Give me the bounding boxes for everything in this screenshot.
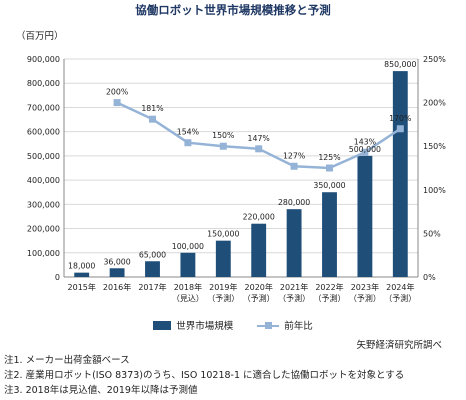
- bar-data-label: 350,000: [313, 181, 345, 190]
- x-tick-label: 2023年: [351, 282, 379, 292]
- x-tick-label: （予測）: [349, 293, 381, 303]
- bar-data-label: 220,000: [243, 213, 275, 222]
- bar: [357, 155, 373, 277]
- bar: [286, 209, 302, 277]
- y-left-tick-label: 100,000: [27, 249, 60, 258]
- y-right-tick-label: 100%: [423, 186, 446, 195]
- yoy-point: [149, 115, 156, 123]
- y-left-tick-label: 600,000: [27, 128, 60, 137]
- yoy-data-label: 200%: [106, 88, 128, 97]
- y-right-tick-label: 250%: [423, 55, 446, 64]
- bar: [392, 71, 408, 277]
- yoy-point: [361, 148, 369, 156]
- yoy-point: [326, 164, 333, 172]
- yoy-point: [255, 145, 263, 153]
- y-left-tick-label: 0: [55, 273, 60, 282]
- note-1: 注1. メーカー出荷金額ベース: [4, 355, 130, 366]
- bar: [215, 240, 231, 277]
- bar-data-label: 500,000: [349, 145, 381, 154]
- bar-data-label: 36,000: [103, 257, 130, 266]
- yoy-point: [113, 99, 121, 107]
- x-tick-label: （予測）: [384, 293, 416, 303]
- x-tick-label: 2017年: [138, 282, 166, 292]
- bar-data-label: 150,000: [207, 230, 239, 239]
- yoy-data-label: 143%: [354, 137, 376, 146]
- yoy-data-label: 147%: [248, 134, 270, 143]
- x-tick-label: 2022年: [315, 282, 343, 292]
- x-tick-label: （予測）: [278, 293, 310, 303]
- bar: [74, 272, 90, 277]
- x-tick-label: 2016年: [103, 282, 131, 292]
- y-left-tick-label: 700,000: [27, 103, 60, 112]
- bar: [109, 268, 125, 277]
- x-tick-label: 2019年: [209, 282, 237, 292]
- y-right-tick-label: 200%: [423, 99, 446, 108]
- yoy-data-label: 125%: [318, 153, 340, 162]
- bar: [145, 261, 160, 277]
- x-tick-label: （予測）: [243, 293, 275, 303]
- x-tick-label: （予測）: [314, 293, 346, 303]
- bar: [322, 192, 337, 277]
- x-tick-label: 2024年: [386, 282, 414, 292]
- legend-bar-label: 世界市場規模: [176, 321, 234, 332]
- chart-title: 協働ロボット世界市場規模推移と予測: [135, 3, 331, 17]
- legend-item-line: 前年比: [257, 318, 313, 332]
- y-left-tick-label: 500,000: [27, 152, 60, 161]
- legend-item-bar: 世界市場規模: [153, 318, 233, 332]
- y-axis-unit-label: （百万円）: [16, 31, 64, 42]
- source-credit: 矢野経済研究所調べ: [356, 340, 442, 351]
- y-left-tick-label: 200,000: [27, 225, 60, 234]
- bar-data-label: 280,000: [278, 198, 310, 207]
- yoy-data-label: 127%: [283, 151, 305, 160]
- yoy-point: [396, 125, 404, 133]
- yoy-data-label: 170%: [389, 114, 411, 123]
- legend-bar-swatch: [153, 320, 172, 330]
- yoy-data-label: 154%: [177, 128, 199, 137]
- yoy-data-label: 181%: [141, 104, 163, 113]
- x-tick-label: （見込）: [172, 294, 204, 303]
- bar-data-label: 18,000: [68, 262, 95, 271]
- yoy-point: [219, 142, 227, 150]
- x-tick-label: 2018年: [174, 282, 202, 292]
- bar-data-label: 65,000: [139, 250, 166, 259]
- yoy-point: [184, 139, 192, 147]
- y-left-tick-label: 300,000: [27, 200, 60, 209]
- yoy-data-label: 150%: [212, 131, 234, 140]
- y-right-tick-label: 0%: [423, 273, 436, 282]
- legend-line-label: 前年比: [284, 321, 313, 332]
- note-3: 注3. 2018年は見込値、2019年以降は予測値: [4, 385, 198, 396]
- bar: [251, 223, 267, 277]
- y-left-tick-label: 400,000: [27, 176, 60, 185]
- legend: 世界市場規模 前年比: [0, 318, 466, 332]
- y-right-tick-label: 150%: [423, 142, 446, 151]
- bar: [180, 252, 196, 277]
- bar-data-label: 100,000: [172, 242, 204, 251]
- y-left-tick-label: 800,000: [27, 79, 60, 88]
- bar-data-label: 850,000: [384, 60, 416, 69]
- y-left-tick-label: 900,000: [27, 55, 60, 64]
- x-tick-label: 2020年: [245, 282, 273, 292]
- legend-line-swatch: [257, 321, 280, 330]
- y-right-tick-label: 50%: [423, 229, 441, 238]
- x-tick-label: （予測）: [207, 293, 239, 303]
- x-tick-label: 2021年: [280, 282, 308, 292]
- x-tick-label: 2015年: [68, 282, 96, 292]
- yoy-point: [290, 162, 298, 170]
- note-2: 注2. 産業用ロボット(ISO 8373)のうち、ISO 10218-1 に適合…: [4, 370, 405, 381]
